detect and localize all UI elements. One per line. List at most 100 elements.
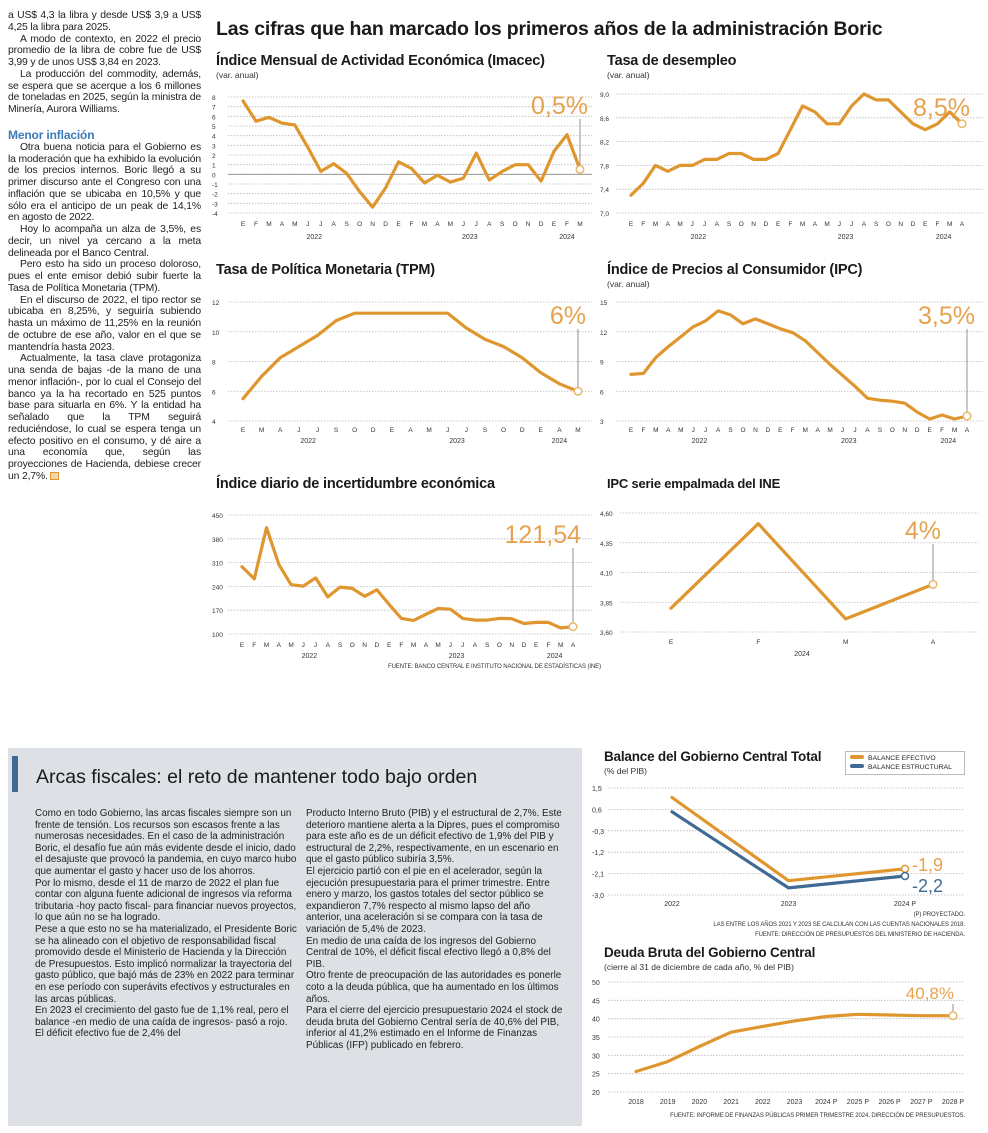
fiscal-title: Arcas fiscales: el reto de mantener todo… (36, 766, 478, 788)
x-tick-label: J (692, 427, 695, 434)
x-tick-label: S (728, 427, 733, 434)
x-tick-label: D (915, 427, 920, 434)
paragraph: La producción del commodity, además, se … (8, 68, 201, 115)
legend-item: BALANCE EFECTIVO (850, 754, 960, 763)
y-tick-label: 5 (212, 124, 216, 131)
x-tick-label: J (297, 427, 300, 434)
chart-subtitle-ipc: (var. anual) (607, 279, 650, 289)
x-tick-label: 2025 P (847, 1099, 870, 1106)
x-tick-label: 2028 P (942, 1099, 965, 1106)
x-tick-label: O (352, 427, 357, 434)
x-tick-label: D (764, 221, 769, 228)
value-annotation: -1,9 (912, 855, 943, 875)
x-tick-label: E (390, 427, 395, 434)
x-tick-label: D (539, 221, 544, 228)
legend-swatch-blue (850, 764, 864, 768)
year-label: 2022 (300, 438, 316, 445)
chart-subtitle-imacec: (var. anual) (216, 70, 259, 80)
x-tick-label: S (878, 427, 883, 434)
x-tick-label: S (485, 642, 490, 649)
y-tick-label: 8 (212, 95, 216, 102)
x-tick-label: M (288, 642, 293, 649)
paragraph: Actualmente, la tasa clave protagoniza u… (8, 353, 201, 482)
x-tick-label: J (319, 221, 322, 228)
y-tick-label: 50 (592, 980, 600, 987)
chart-tpm: 12 10 8 6 4 E M A J J S O D E A M J J S O D E A M 2022 2023 2024 6% (212, 300, 592, 445)
x-tick-label: E (240, 642, 245, 649)
y-tick-label: 25 (592, 1072, 600, 1079)
value-annotation: 121,54 (505, 521, 582, 549)
x-tick-label: 2018 (628, 1099, 644, 1106)
x-tick-label: N (902, 427, 907, 434)
year-label: 2023 (838, 234, 854, 241)
x-tick-label: A (862, 221, 867, 228)
series-line (241, 311, 580, 401)
x-tick-label: J (838, 221, 841, 228)
x-tick-label: J (306, 221, 309, 228)
chart-title-incertidumbre: Índice diario de incertidumbre económica (216, 476, 495, 492)
x-tick-label: J (841, 427, 844, 434)
x-tick-label: M (653, 427, 658, 434)
x-tick-label: M (843, 639, 848, 646)
chart-desempleo: 9,08,68,27,87,47,0E F M A M J J A S O N D E F M A M J J A S O… (600, 92, 983, 241)
y-tick-label: -1 (212, 182, 218, 189)
x-tick-label: A (278, 427, 283, 434)
x-tick-label: E (778, 427, 783, 434)
value-annotation: 6% (550, 302, 586, 330)
legend-item: BALANCE ESTRUCTURAL (850, 763, 960, 772)
x-tick-label: 2020 (692, 1099, 708, 1106)
year-label: 2024 (794, 651, 810, 658)
x-tick-label: D (375, 642, 380, 649)
y-tick-label: 8,6 (600, 116, 609, 123)
x-tick-label: E (534, 642, 539, 649)
value-annotation: 40,8% (906, 984, 954, 1003)
paragraph: Pero esto ha sido un proceso doloroso, p… (8, 259, 201, 294)
series-line (670, 795, 907, 883)
x-tick-label: F (410, 221, 414, 228)
x-tick-label: D (522, 642, 527, 649)
series-line (634, 1012, 955, 1074)
x-tick-label: 2022 (664, 901, 680, 908)
y-tick-label: 4,10 (600, 571, 613, 578)
year-label: 2024 (941, 438, 957, 445)
y-tick-label: 4 (212, 134, 216, 141)
x-tick-label: A (280, 221, 285, 228)
y-tick-label: 40 (592, 1017, 600, 1024)
last-data-point (957, 119, 967, 129)
series-line (241, 99, 582, 209)
x-tick-label: F (252, 642, 256, 649)
x-tick-label: D (520, 427, 525, 434)
x-tick-label: N (370, 221, 375, 228)
x-tick-label: A (332, 221, 337, 228)
x-tick-label: A (965, 427, 970, 434)
x-tick-label: M (824, 221, 829, 228)
x-tick-label: M (448, 221, 453, 228)
x-tick-label: S (483, 427, 488, 434)
x-tick-label: F (791, 427, 795, 434)
y-tick-label: 3 (600, 419, 604, 426)
y-tick-label: -3 (212, 201, 218, 208)
x-tick-label: E (923, 221, 928, 228)
x-tick-label: E (539, 427, 544, 434)
y-tick-label: 0 (212, 172, 216, 179)
x-tick-label: M (575, 427, 580, 434)
year-label: 2022 (302, 653, 318, 660)
x-tick-label: M (558, 642, 563, 649)
x-tick-label: O (739, 221, 744, 228)
x-tick-label: N (526, 221, 531, 228)
y-tick-label: 1 (212, 163, 216, 170)
note: (P) Proyectado. (913, 912, 966, 918)
paragraph: Para el cierre del ejercicio presupuesta… (306, 1005, 563, 1051)
x-tick-label: F (546, 642, 550, 649)
source-note-deuda: Fuente: Informe de Finanzas Públicas pri… (670, 1113, 965, 1119)
x-tick-label: O (350, 642, 355, 649)
x-tick-label: E (669, 639, 674, 646)
x-tick-label: N (751, 221, 756, 228)
end-of-article-icon (49, 471, 59, 480)
article-left-column: a US$ 4,3 la libra y desde US$ 3,9 a US$… (8, 10, 201, 483)
y-tick-label: 3 (212, 143, 216, 150)
paragraph: Como en todo Gobierno, las arcas fiscale… (35, 808, 297, 877)
x-tick-label: J (691, 221, 694, 228)
